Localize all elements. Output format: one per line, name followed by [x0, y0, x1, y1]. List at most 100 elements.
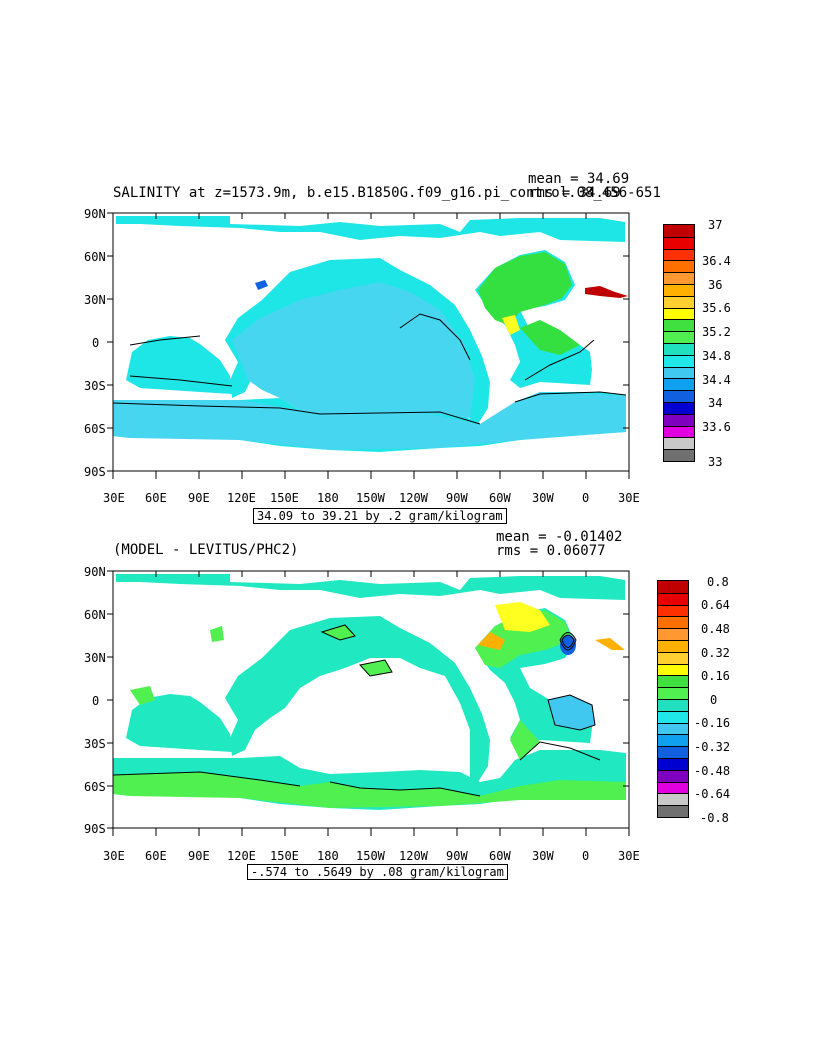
colorbar-segment: [658, 663, 688, 676]
colorbar-segment: [664, 425, 694, 438]
panel1-rms: rms = 34.69: [528, 185, 621, 201]
panel1-north-atlantic: [478, 252, 580, 355]
panel2-lat-60n: 60N: [84, 608, 106, 622]
panel1-lon-90e: 90E: [188, 491, 210, 505]
panel2-lat-30n: 30N: [84, 651, 106, 665]
panel1-cb-label: 34: [708, 396, 723, 410]
panel1-lat-30n: 30N: [84, 293, 106, 307]
panel1-title: SALINITY at z=1573.9m, b.e15.B1850G.f09_…: [113, 185, 661, 201]
panel2-lon-90w: 90W: [446, 849, 468, 863]
panel2-lon-0: 0: [582, 849, 590, 863]
panel1-cb-label: 34.8: [702, 349, 731, 363]
panel1-lat-30s: 30S: [84, 379, 106, 393]
colorbar-segment: [664, 390, 694, 402]
colorbar-segment: [664, 331, 694, 343]
panel2-range-box: -.574 to .5649 by .08 gram/kilogram: [247, 864, 508, 880]
panel2-lon-30e-end: 30E: [618, 849, 640, 863]
panel2-mean: mean = -0.01402: [496, 529, 623, 545]
colorbar-segment: [658, 805, 688, 817]
panel2-cb-label: -0.16: [694, 716, 731, 730]
colorbar-segment: [658, 734, 688, 747]
panel2-lat-90n: 90N: [84, 565, 106, 579]
panel2-strong-negative: [560, 635, 576, 655]
colorbar-segment: [664, 236, 694, 249]
panel1-cb-label: 35.2: [702, 325, 731, 339]
colorbar-segment: [664, 307, 694, 320]
colorbar-segment: [658, 781, 688, 794]
panel1-cb-label: 33.6: [702, 420, 731, 434]
colorbar-segment: [664, 283, 694, 296]
panel1-cb-label: 36.4: [702, 254, 731, 268]
panel2-lat-90s: 90S: [84, 822, 106, 836]
panel2-cb-label: -0.8: [700, 811, 729, 825]
panel2-cb-label: 0: [710, 693, 718, 707]
panel2-contours: [112, 624, 601, 797]
panel2-cb-label: 0.8: [707, 575, 729, 589]
colorbar-segment: [664, 449, 694, 461]
panel1-lon-30w: 30W: [532, 491, 554, 505]
panel1-lon-180: 180: [317, 491, 339, 505]
panel2-cb-label: 0.16: [701, 669, 730, 683]
panel1-lon-30e-end: 30E: [618, 491, 640, 505]
colorbar-segment: [658, 628, 688, 640]
panel1-yellow-patch: [502, 315, 520, 335]
panel2-cb-label: -0.64: [694, 787, 731, 801]
panel1-lat-90n: 90N: [84, 207, 106, 221]
colorbar-segment: [658, 651, 688, 664]
panel1-ticks: [107, 212, 630, 479]
panel2-lon-90e: 90E: [188, 849, 210, 863]
colorbar-segment: [658, 604, 688, 617]
colorbar-segment: [664, 437, 694, 450]
colorbar-segment: [658, 722, 688, 735]
panel1-lon-150w: 150W: [356, 491, 385, 505]
panel1-lon-150e: 150E: [270, 491, 299, 505]
colorbar-segment: [664, 225, 694, 237]
colorbar-segment: [664, 319, 694, 332]
colorbar-segment: [664, 248, 694, 261]
colorbar-segment: [664, 378, 694, 391]
panel1-lon-60e: 60E: [145, 491, 167, 505]
colorbar-segment: [664, 413, 694, 426]
panel1-cb-label: 36: [708, 278, 723, 292]
colorbar-segment: [664, 342, 694, 355]
colorbar-segment: [664, 295, 694, 308]
panel1-lon-120e: 120E: [227, 491, 256, 505]
panel1-mean: mean = 34.69: [528, 171, 630, 187]
colorbar-segment: [658, 710, 688, 723]
panel2-lon-30e: 30E: [103, 849, 125, 863]
colorbar-segment: [658, 698, 688, 711]
panel1-contours: [112, 313, 627, 425]
panel1-lon-90w: 90W: [446, 491, 468, 505]
panel1-med: [585, 286, 628, 298]
panel2-lon-150e: 150E: [270, 849, 299, 863]
panel2-orange: [478, 632, 625, 650]
panel2-lon-30w: 30W: [532, 849, 554, 863]
panel2-lon-60e: 60E: [145, 849, 167, 863]
panel1-cb-label: 34.4: [702, 373, 731, 387]
panel2-cb-label: 0.64: [701, 598, 730, 612]
panel2-ticks: [107, 570, 630, 836]
panel1-cb-label: 37: [708, 218, 723, 232]
panel1-cb-label: 33: [708, 455, 723, 469]
panel1-colorbar: [663, 224, 695, 462]
colorbar-segment: [664, 260, 694, 273]
panel1-low-salinity: [113, 282, 626, 450]
panel2-lon-120w: 120W: [399, 849, 428, 863]
panel1-cb-label: 35.6: [702, 301, 731, 315]
panel2-cb-label: -0.32: [694, 740, 731, 754]
colorbar-segment: [658, 687, 688, 699]
panel2-negative: [548, 695, 595, 730]
panel2-title: (MODEL - LEVITUS/PHC2): [113, 542, 299, 558]
panel2-lon-180: 180: [317, 849, 339, 863]
panel2-lon-120e: 120E: [227, 849, 256, 863]
panel1-lat-90s: 90S: [84, 465, 106, 479]
panel1-lat-0: 0: [92, 336, 100, 350]
panel2-lon-60w: 60W: [489, 849, 511, 863]
panel1-lon-0: 0: [582, 491, 590, 505]
panel1-lon-120w: 120W: [399, 491, 428, 505]
colorbar-segment: [664, 366, 694, 379]
colorbar-segment: [658, 639, 688, 652]
panel1-lon-30e: 30E: [103, 491, 125, 505]
